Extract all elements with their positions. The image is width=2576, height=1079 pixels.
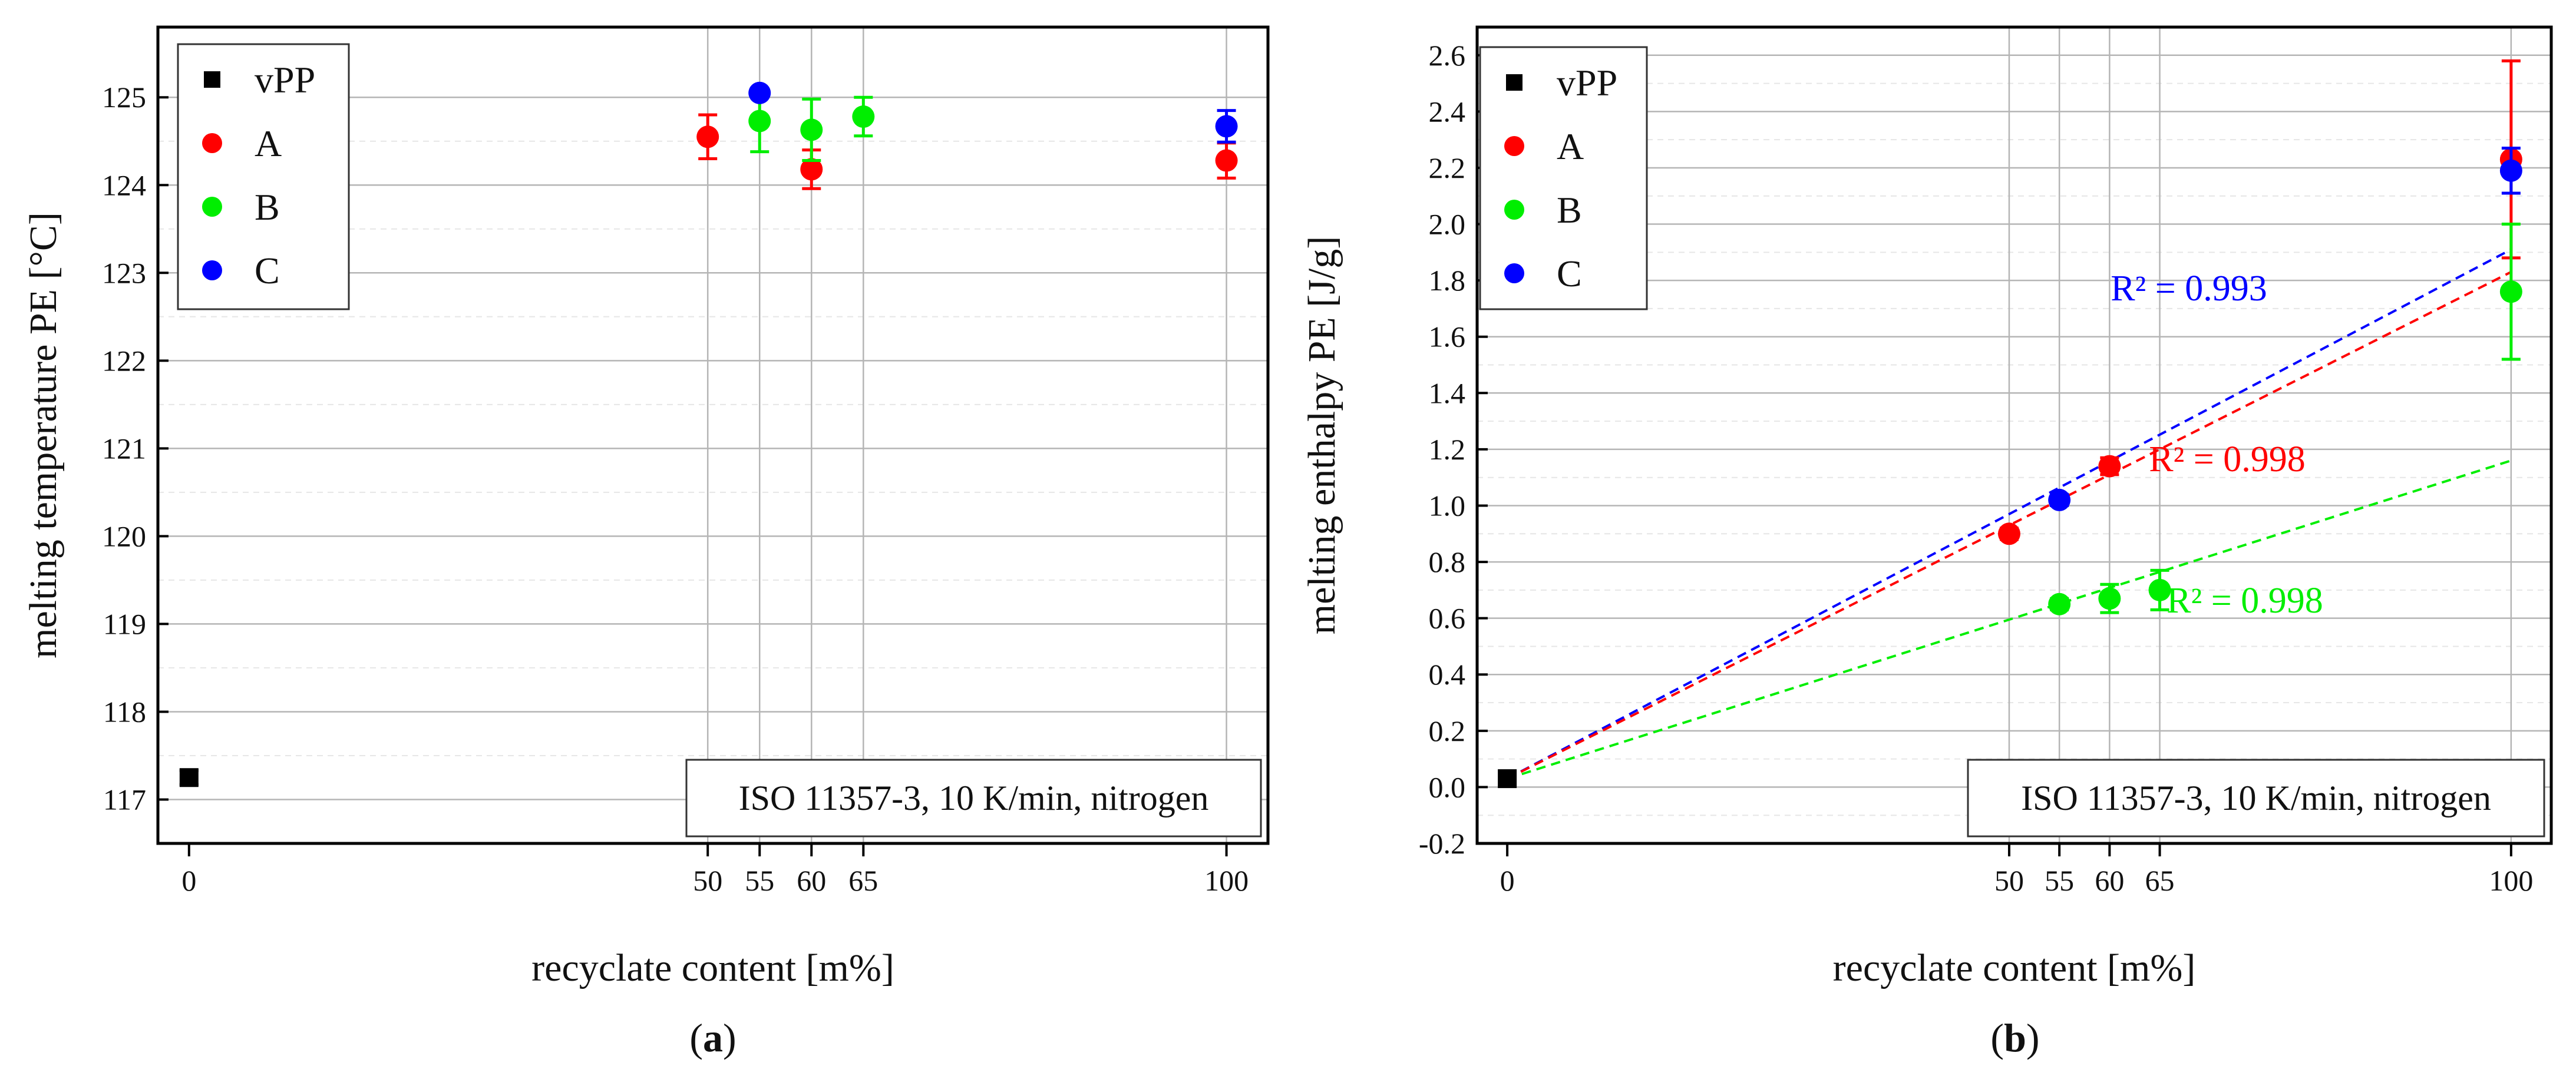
x-tick-label: 0 [181, 864, 196, 897]
y-tick-label: 0.0 [1429, 770, 1466, 803]
y-tick-label: 122 [102, 344, 146, 377]
data-point-B [748, 110, 771, 133]
x-tick-label: 60 [2095, 864, 2124, 897]
legend-marker-A [202, 133, 222, 153]
y-tick-label: 1.2 [1429, 433, 1466, 466]
y-tick-label: 2.6 [1429, 39, 1466, 72]
y-tick-label: 119 [103, 607, 146, 640]
y-tick-label: 1.4 [1429, 376, 1466, 409]
fit-label-A: R² = 0.998 [2149, 439, 2305, 479]
y-tick-label: 117 [103, 783, 146, 816]
data-point-A [696, 125, 719, 148]
y-tick-label: 1.0 [1429, 489, 1466, 522]
y-tick-label: 0.8 [1429, 545, 1466, 578]
fit-line-A [1507, 271, 2512, 780]
y-tick-label: 1.6 [1429, 320, 1466, 353]
legend-box [1479, 46, 1648, 310]
y-axis-label: melting temperature PE [°C] [22, 212, 65, 658]
legend-marker-C [202, 260, 222, 280]
y-tick-label: 123 [102, 256, 146, 289]
y-tick-label: 0.6 [1429, 602, 1466, 635]
y-tick-label: 0.2 [1429, 714, 1466, 747]
panel-label: (a) [689, 1015, 736, 1060]
annotation-text: ISO 11357-3, 10 K/min, nitrogen [2021, 779, 2491, 817]
x-axis-label: recyclate content [m%] [1833, 946, 2196, 989]
data-point-B [852, 105, 875, 128]
fit-label-B: R² = 0.998 [2167, 581, 2323, 621]
panel-label: (b) [1990, 1015, 2039, 1060]
legend-label-B: B [255, 186, 280, 228]
data-point-A [1997, 522, 2020, 545]
data-point-A [800, 158, 823, 181]
x-tick-label: 50 [1994, 864, 2024, 897]
fit-line-C [1507, 248, 2512, 780]
legend-marker-vPP [1506, 74, 1523, 91]
x-axis-label: recyclate content [m%] [531, 946, 894, 989]
y-axis-label: melting enthalpy PE [J/g] [1300, 236, 1343, 634]
annotation-box [685, 759, 1262, 838]
data-point-A [2098, 455, 2121, 478]
data-point-vPP [1498, 769, 1517, 789]
y-tick-label: 0.4 [1429, 658, 1466, 691]
data-point-C [1215, 115, 1238, 138]
fit-line-B [1507, 459, 2512, 780]
x-tick-label: 55 [745, 864, 774, 897]
legend-label-A: A [1557, 125, 1584, 167]
plot-frame [1475, 25, 2553, 845]
panel-a: 117 118 119 120 121 122 123 124 125 0 50 55 60 65 100 v… [22, 25, 1270, 1060]
y-tick-label: 2.0 [1429, 208, 1466, 241]
legend-label-vPP: vPP [255, 59, 315, 101]
annotation-box [1967, 759, 2545, 838]
legend-label-C: C [255, 250, 280, 292]
annotation-text: ISO 11357-3, 10 K/min, nitrogen [739, 779, 1209, 817]
panel-b: -0.2 0.0 0.2 0.4 0.6 0.8 1.0 1.2 1.4 1.6 1.8 2.0 2.2… [1300, 25, 2553, 1060]
data-point-C [2499, 159, 2522, 182]
data-point-B [2048, 593, 2071, 615]
x-tick-label: 100 [1204, 864, 1249, 897]
legend-marker-C [1504, 263, 1524, 283]
x-tick-label: 100 [2489, 864, 2533, 897]
y-tick-label: 1.8 [1429, 264, 1466, 297]
x-tick-label: 55 [2045, 864, 2074, 897]
legend-label-vPP: vPP [1557, 62, 1617, 104]
data-point-vPP [179, 768, 199, 787]
data-point-B [2499, 280, 2522, 303]
x-tick-label: 65 [2145, 864, 2175, 897]
x-tick-label: 60 [797, 864, 826, 897]
y-tick-label: 124 [102, 168, 146, 201]
y-tick-label: 2.2 [1429, 151, 1466, 184]
x-tick-label: 50 [693, 864, 722, 897]
y-tick-label: 118 [103, 695, 146, 728]
legend-label-B: B [1557, 189, 1582, 231]
y-tick-label: 121 [102, 432, 146, 465]
legend-marker-A [1504, 136, 1524, 156]
y-tick-label: -0.2 [1419, 827, 1465, 860]
y-tick-label: 125 [102, 81, 146, 114]
plot-frame [156, 25, 1270, 845]
data-point-A [1215, 149, 1238, 172]
x-tick-label: 65 [848, 864, 878, 897]
data-point-C [2048, 488, 2071, 511]
x-tick-label: 0 [1500, 864, 1515, 897]
legend-label-A: A [255, 123, 282, 164]
y-tick-label: 2.4 [1429, 95, 1466, 128]
y-tick-label: 120 [102, 519, 146, 552]
data-point-C [748, 81, 771, 104]
legend-marker-B [1504, 200, 1524, 220]
data-point-B [2098, 587, 2121, 610]
legend-marker-B [202, 197, 222, 217]
fit-label-C: R² = 0.993 [2111, 269, 2267, 309]
legend-marker-vPP [204, 71, 220, 88]
legend-label-C: C [1557, 253, 1582, 294]
data-point-B [2148, 578, 2171, 601]
data-point-B [800, 118, 823, 141]
